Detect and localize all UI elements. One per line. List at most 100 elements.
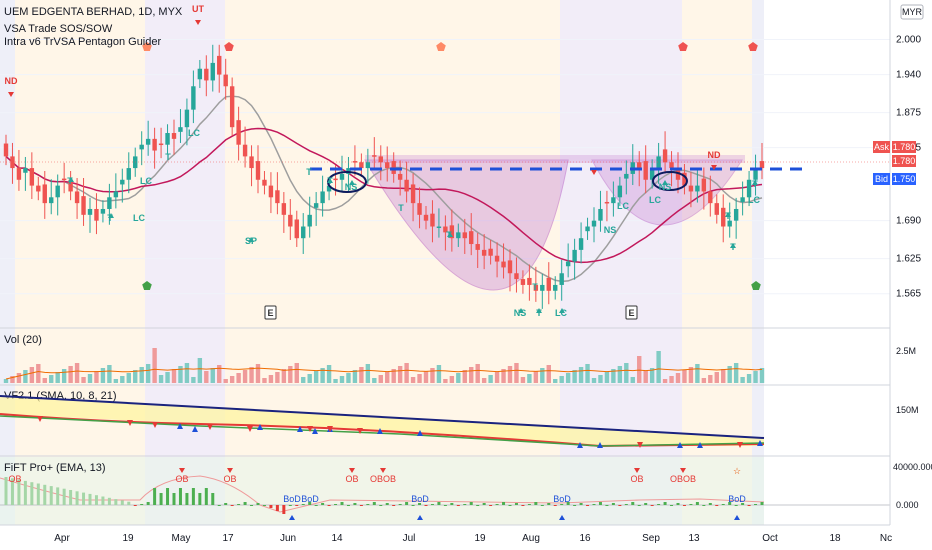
fift-histogram-bar <box>23 480 27 505</box>
vf-up-marker <box>597 442 603 448</box>
fift-ema-line <box>0 475 765 513</box>
fift-histogram-bar <box>463 504 467 505</box>
fift-histogram-bar <box>301 504 305 505</box>
fift-histogram-bar <box>334 504 338 505</box>
volume-bar <box>191 377 196 383</box>
candle-body <box>708 191 713 204</box>
signal-triangle-up <box>327 178 333 183</box>
fift-histogram-bar <box>262 505 266 506</box>
fift-histogram-bar <box>308 502 312 505</box>
fift-histogram-bar <box>540 505 544 506</box>
fift-histogram-bar <box>450 503 454 505</box>
fift-histogram-bar <box>224 503 228 505</box>
candle-body <box>288 214 293 227</box>
candle-body <box>81 196 86 215</box>
session-band <box>682 0 752 525</box>
candle-body <box>469 231 474 245</box>
signal-label: NS <box>345 182 358 192</box>
fift-histogram-bar <box>482 503 486 505</box>
volume-bar <box>436 365 442 383</box>
volume-bar <box>423 371 429 383</box>
vf-down-marker <box>247 426 253 432</box>
time-axis[interactable]: Apr 19 May 17 Jun 14 Jul 19 Aug 16 Sep 13 Oct 18 Nc <box>54 533 892 544</box>
time-tick-label: Oct <box>762 533 778 544</box>
time-tick-label: 19 <box>122 533 134 544</box>
fift-histogram-bar <box>346 505 350 506</box>
signal-label: LC <box>649 195 661 205</box>
signal-triangle-up <box>248 237 254 242</box>
candle-body <box>449 225 455 239</box>
signal-triangle-down <box>8 92 14 97</box>
fift-histogram-bar <box>340 502 344 505</box>
volume-bar <box>385 372 390 383</box>
ask-quote: Ask 1.780 <box>873 141 916 153</box>
fift-histogram-bar <box>398 504 402 505</box>
volume-bar <box>29 367 35 383</box>
earnings-marker[interactable]: E <box>625 305 638 320</box>
volume-bar <box>733 363 739 383</box>
fift-histogram-bar <box>728 502 732 505</box>
pentagon-marker <box>142 281 152 290</box>
volume-bar <box>288 366 293 383</box>
volume-bar <box>217 365 222 383</box>
candle-body <box>158 143 164 146</box>
fift-histogram-bar <box>56 487 60 505</box>
svg-text:1.780: 1.780 <box>893 142 916 152</box>
volume-bar <box>294 363 299 383</box>
fift-histogram-bar <box>437 502 441 505</box>
candle-body <box>695 185 700 192</box>
candle-body <box>120 179 125 185</box>
volume-bar <box>126 373 131 383</box>
fift-histogram-bar <box>682 505 686 506</box>
vf-down-marker <box>307 426 313 432</box>
candle-body <box>204 68 209 81</box>
signal-triangle-down <box>195 20 201 25</box>
candle-body <box>107 197 112 209</box>
volume-bar <box>617 366 623 383</box>
volume-bar <box>204 371 209 383</box>
fift-histogram-bar <box>411 505 415 506</box>
vf-up-marker <box>697 442 703 448</box>
candle-body <box>23 168 28 173</box>
vf-down-marker <box>152 422 158 428</box>
candle-body <box>423 214 429 221</box>
volume-bar <box>591 378 597 383</box>
fift-histogram-bar <box>644 503 648 505</box>
volume-bar <box>249 367 254 383</box>
vf-up-marker <box>417 430 423 436</box>
fift-histogram-bar <box>94 495 98 505</box>
fift-histogram-bar <box>702 505 706 506</box>
candle-body <box>42 184 47 204</box>
fift-histogram-bar <box>133 505 137 506</box>
candle-body <box>29 168 35 186</box>
volume-bar <box>565 373 571 383</box>
candlesticks <box>3 44 765 309</box>
fift-axis-tick-zero: 0.000 <box>896 500 919 510</box>
vf-down-marker <box>637 442 643 448</box>
volume-bar <box>229 376 235 383</box>
candle-body <box>462 232 467 239</box>
candle-body <box>242 144 248 157</box>
time-tick-label: 19 <box>474 533 486 544</box>
signal-triangle-down <box>591 170 597 175</box>
fift-down-marker <box>179 468 185 473</box>
volume-bar <box>727 366 732 383</box>
fift-up-marker <box>417 515 423 520</box>
fift-background <box>0 457 764 525</box>
volume-bar <box>740 377 745 383</box>
candle-body <box>759 161 765 169</box>
candle-body <box>178 127 183 132</box>
volume-bar <box>87 374 93 383</box>
fift-histogram-bar <box>204 488 208 505</box>
volume-bar <box>223 379 228 383</box>
bid-quote: Bid 1.750 <box>873 173 916 185</box>
earnings-marker[interactable]: E <box>264 305 277 320</box>
candle-body <box>197 68 203 80</box>
candle-body <box>113 191 119 198</box>
signal-triangle-up <box>559 308 565 313</box>
candle-body <box>87 208 93 215</box>
volume-bar <box>281 369 287 383</box>
volume-bar <box>391 369 396 383</box>
